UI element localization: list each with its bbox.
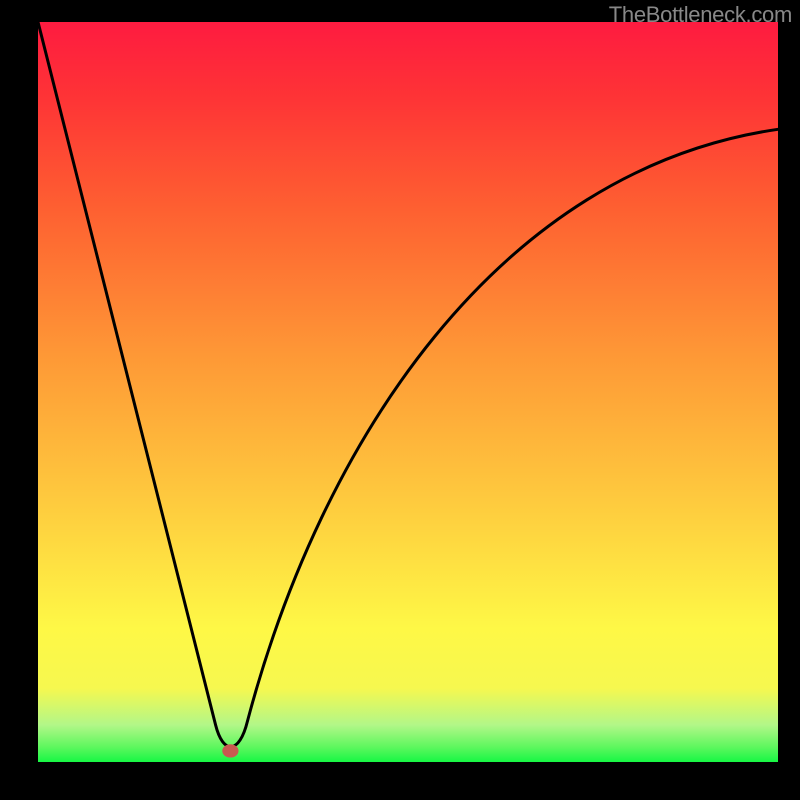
plot-area [38,22,778,762]
bottleneck-curve [38,22,778,762]
watermark-text: TheBottleneck.com [609,2,792,28]
trough-marker [222,744,238,757]
curve-path [38,22,778,747]
